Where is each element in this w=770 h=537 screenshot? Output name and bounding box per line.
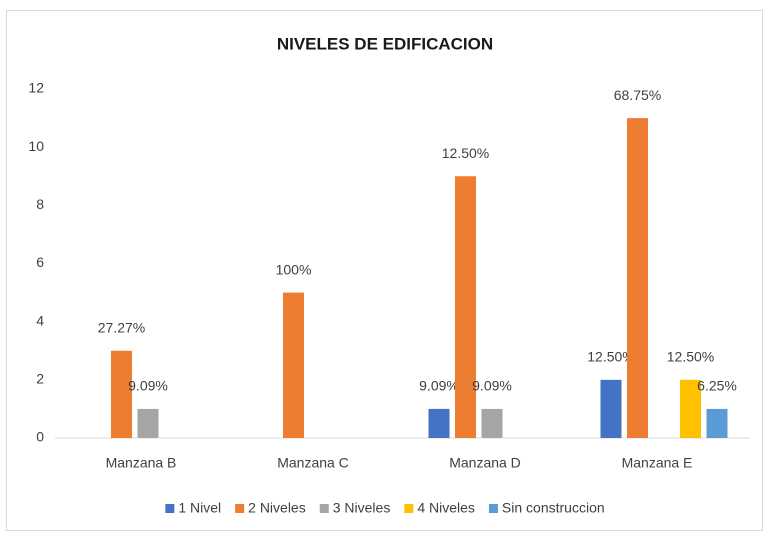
- legend-label: Sin construccion: [502, 500, 605, 516]
- bar: [706, 408, 728, 438]
- data-label: 100%: [276, 261, 312, 277]
- data-label: 27.27%: [98, 319, 145, 335]
- bar: [627, 118, 648, 438]
- legend-swatch: [404, 504, 414, 513]
- legend-swatch: [235, 504, 245, 513]
- bar: [283, 292, 304, 438]
- data-label: 9.09%: [128, 378, 168, 394]
- bar: [600, 379, 622, 438]
- bar: [428, 408, 450, 438]
- data-label: 12.50%: [587, 349, 634, 365]
- legend-swatch: [319, 504, 329, 513]
- x-tick-label: Manzana C: [277, 455, 349, 471]
- bar: [455, 176, 476, 438]
- data-label: 6.25%: [697, 378, 737, 394]
- bar: [680, 379, 701, 438]
- data-label: 9.09%: [472, 378, 512, 394]
- legend-label: 4 Niveles: [417, 500, 475, 516]
- y-tick-label: 2: [36, 371, 44, 387]
- x-tick-label: Manzana D: [449, 455, 521, 471]
- bar: [111, 350, 132, 438]
- y-tick-label: 10: [28, 138, 44, 154]
- data-label: 9.09%: [419, 378, 459, 394]
- data-label: 68.75%: [614, 87, 661, 103]
- y-tick-label: 8: [36, 196, 44, 212]
- legend-label: 1 Nivel: [178, 500, 221, 516]
- y-tick-label: 0: [36, 429, 44, 445]
- chart-title: NIVELES DE EDIFICACION: [277, 34, 493, 53]
- y-tick-label: 6: [36, 254, 44, 270]
- legend-label: 2 Niveles: [248, 500, 306, 516]
- y-tick-label: 4: [36, 312, 44, 328]
- y-tick-label: 12: [28, 80, 44, 96]
- data-label: 12.50%: [667, 349, 714, 365]
- x-tick-label: Manzana B: [106, 455, 177, 471]
- data-label: 12.50%: [442, 145, 489, 161]
- x-tick-label: Manzana E: [622, 455, 693, 471]
- legend-label: 3 Niveles: [333, 500, 391, 516]
- legend-swatch: [165, 504, 175, 513]
- bar: [137, 408, 159, 438]
- bar: [481, 408, 503, 438]
- legend-swatch: [488, 504, 498, 513]
